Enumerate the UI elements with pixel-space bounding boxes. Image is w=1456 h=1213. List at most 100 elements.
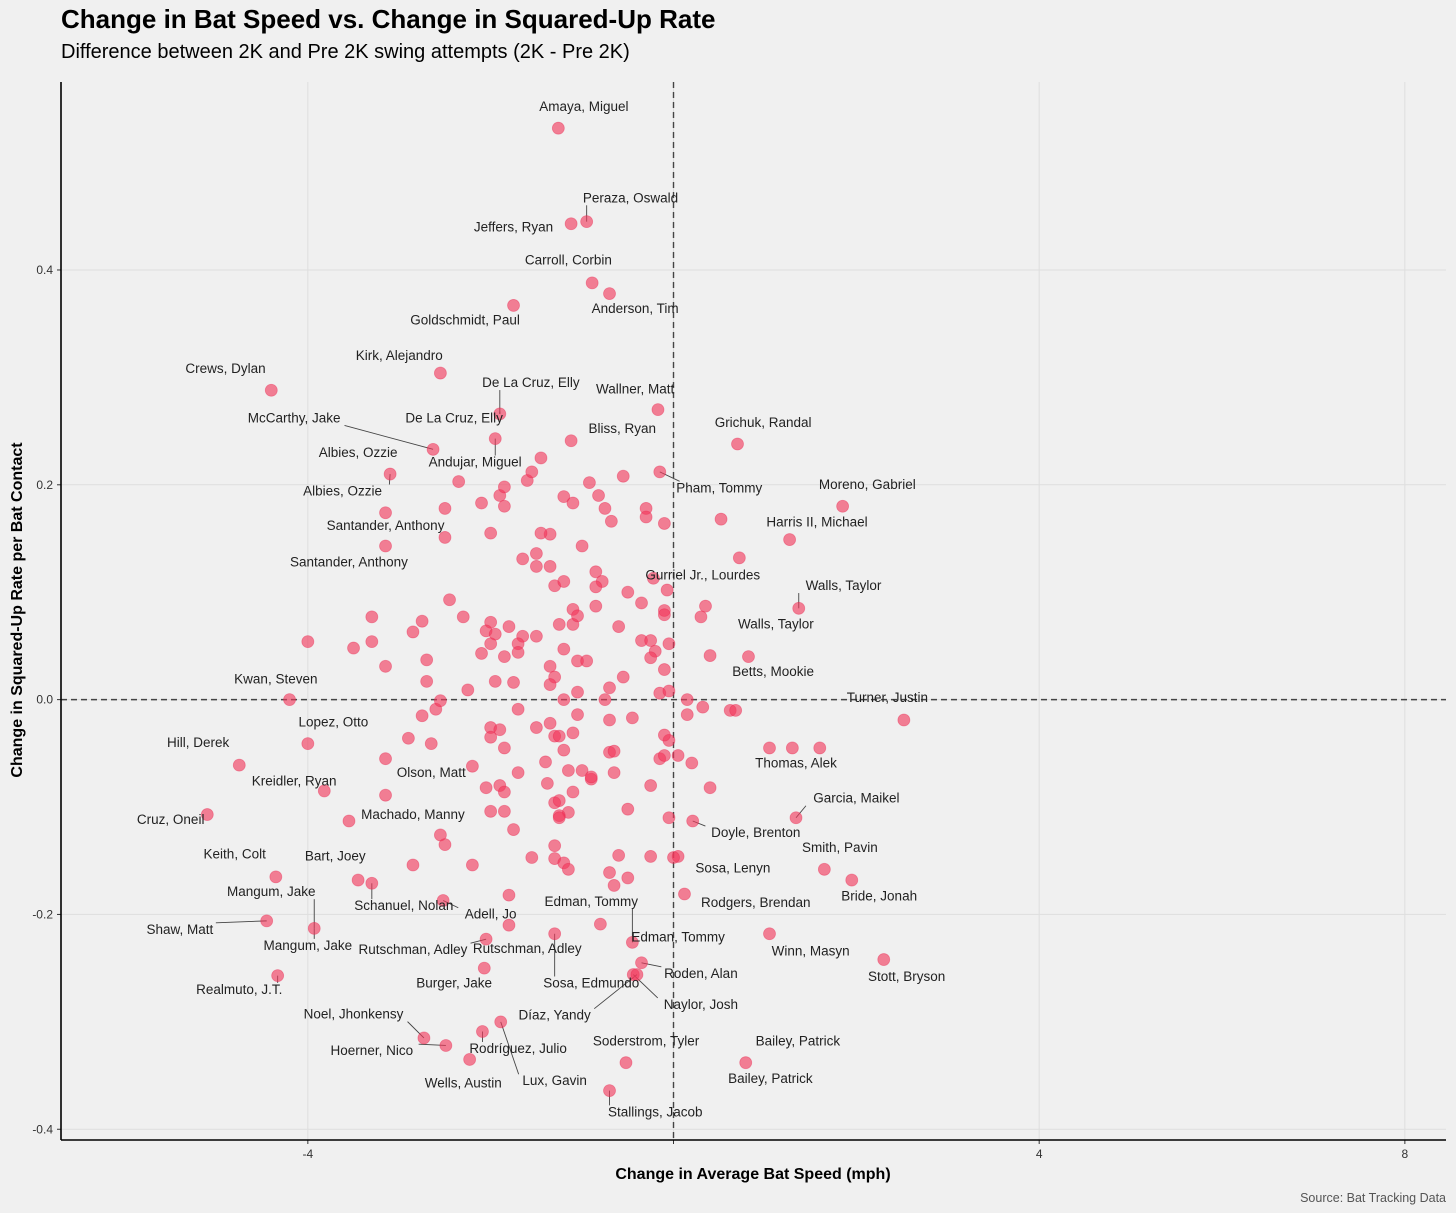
data-point xyxy=(603,681,616,695)
data-point xyxy=(379,659,392,673)
data-point xyxy=(283,693,296,707)
point-label: Santander, Anthony xyxy=(327,518,445,533)
chart-subtitle: Difference between 2K and Pre 2K swing a… xyxy=(61,41,630,63)
data-point xyxy=(564,217,578,231)
data-point xyxy=(543,659,557,673)
point-label: Edman, Tommy xyxy=(631,929,725,944)
point-label: Bliss, Ryan xyxy=(589,421,657,436)
y-axis-title: Change in Squared-Up Rate per Bat Contac… xyxy=(9,442,26,778)
data-point xyxy=(342,814,356,828)
data-point xyxy=(507,299,520,312)
data-point xyxy=(438,838,452,852)
data-point xyxy=(561,862,575,876)
data-point xyxy=(529,721,543,734)
data-point xyxy=(497,741,511,755)
point-label: Machado, Manny xyxy=(361,807,465,822)
point-label: Wallner, Matt xyxy=(596,381,675,396)
data-point xyxy=(497,480,511,494)
chart-title: Change in Bat Speed vs. Change in Square… xyxy=(61,4,715,34)
data-point xyxy=(307,922,321,935)
label-leader-line xyxy=(500,1021,520,1075)
data-point xyxy=(739,1056,753,1070)
y-tick-label: -0.4 xyxy=(32,1122,53,1136)
data-point xyxy=(612,620,626,633)
data-point xyxy=(439,1039,453,1052)
data-point xyxy=(589,599,603,613)
data-point xyxy=(543,560,557,573)
data-point xyxy=(502,888,516,902)
data-point xyxy=(552,811,566,825)
data-point xyxy=(379,539,392,553)
point-label: Soderstrom, Tyler xyxy=(593,1033,700,1048)
point-label: Bailey, Patrick xyxy=(728,1071,813,1086)
data-point xyxy=(612,848,626,862)
point-label: Hill, Derek xyxy=(167,735,230,750)
x-tick-label: 8 xyxy=(1402,1147,1409,1161)
data-point xyxy=(561,764,575,777)
point-label: Burger, Jake xyxy=(416,975,492,990)
data-point xyxy=(551,121,565,135)
data-point xyxy=(484,730,498,744)
x-axis-title: Change in Average Bat Speed (mph) xyxy=(615,1166,890,1183)
label-leader-line xyxy=(593,974,638,1010)
data-point xyxy=(543,678,557,691)
data-point xyxy=(477,961,491,975)
data-point xyxy=(529,547,543,560)
data-point xyxy=(415,709,429,723)
data-point xyxy=(680,708,694,722)
y-tick-label: -0.2 xyxy=(32,907,53,921)
data-point xyxy=(584,770,598,784)
data-point xyxy=(438,502,452,515)
point-label: Jeffers, Ryan xyxy=(474,219,553,234)
data-point xyxy=(792,601,806,615)
point-label: Smith, Pavin xyxy=(802,840,878,855)
data-point xyxy=(511,645,525,659)
data-point xyxy=(379,788,392,802)
data-point xyxy=(497,785,511,799)
point-label: Wells, Austin xyxy=(425,1075,502,1090)
data-point xyxy=(401,731,415,745)
point-label: Betts, Mookie xyxy=(732,664,814,679)
data-point xyxy=(232,758,246,772)
data-point xyxy=(438,531,452,544)
data-point xyxy=(529,560,543,573)
point-label: Stott, Bryson xyxy=(868,969,945,984)
data-point xyxy=(484,804,498,818)
point-label: Keith, Colt xyxy=(204,847,267,862)
data-point xyxy=(657,608,671,622)
data-point xyxy=(619,1056,633,1070)
data-point xyxy=(426,442,440,456)
data-point xyxy=(465,759,479,773)
x-tick-label: 4 xyxy=(1036,1147,1043,1161)
point-label: Edman, Tommy xyxy=(544,894,638,909)
data-point xyxy=(566,726,580,740)
y-tick-label: 0.4 xyxy=(36,263,53,277)
data-point xyxy=(678,887,691,901)
point-label: Cruz, Oneil xyxy=(137,812,205,827)
point-label: Bride, Jonah xyxy=(841,888,917,903)
data-point xyxy=(583,476,596,490)
point-label: De La Cruz, Elly xyxy=(482,375,580,390)
data-point xyxy=(463,1053,477,1066)
point-label: Rutschman, Adley xyxy=(359,942,468,957)
data-point xyxy=(436,894,450,907)
data-point xyxy=(657,663,671,676)
data-point xyxy=(484,526,498,540)
data-point xyxy=(592,489,605,502)
point-label: Lopez, Otto xyxy=(299,714,369,729)
point-label: Díaz, Yandy xyxy=(519,1008,592,1023)
data-point xyxy=(365,635,379,649)
data-point xyxy=(616,670,630,684)
data-point xyxy=(365,876,379,890)
data-point xyxy=(379,752,392,766)
data-point xyxy=(607,744,621,758)
data-point xyxy=(476,1025,489,1038)
data-point xyxy=(540,776,554,790)
data-point xyxy=(644,634,658,647)
point-label: Albies, Ozzie xyxy=(303,484,382,499)
data-point xyxy=(571,609,584,623)
point-label: Walls, Taylor xyxy=(806,578,882,593)
point-label: Pham, Tommy xyxy=(676,480,762,495)
data-point xyxy=(417,1031,431,1045)
point-label: Sosa, Edmundo xyxy=(543,975,639,990)
